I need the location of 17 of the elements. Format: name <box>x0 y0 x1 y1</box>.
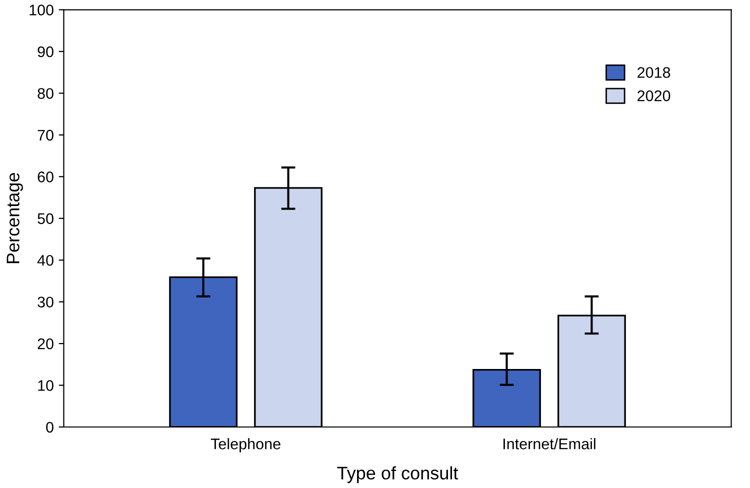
x-axis-title: Type of consult <box>337 466 458 484</box>
y-axis-title: Percentage <box>6 173 23 264</box>
legend-label: 2018 <box>638 67 670 78</box>
x-tick-label: Telephone <box>210 438 280 452</box>
y-tick-label: 40 <box>37 254 54 266</box>
y-tick-label: 70 <box>38 130 54 141</box>
y-tick-label: 80 <box>38 88 54 99</box>
y-tick-label: 10 <box>38 380 54 391</box>
x-tick-label: Internet/Email <box>503 438 596 450</box>
y-tick-label: 50 <box>38 213 54 224</box>
legend-label: 2020 <box>638 90 670 102</box>
y-tick-label: 20 <box>38 338 54 350</box>
y-tick-label: 60 <box>38 172 54 182</box>
y-tick-label: 90 <box>38 46 54 58</box>
y-tick-label: 30 <box>38 296 54 308</box>
y-tick-label: 100 <box>30 4 54 16</box>
y-tick-label: 0 <box>46 422 54 433</box>
